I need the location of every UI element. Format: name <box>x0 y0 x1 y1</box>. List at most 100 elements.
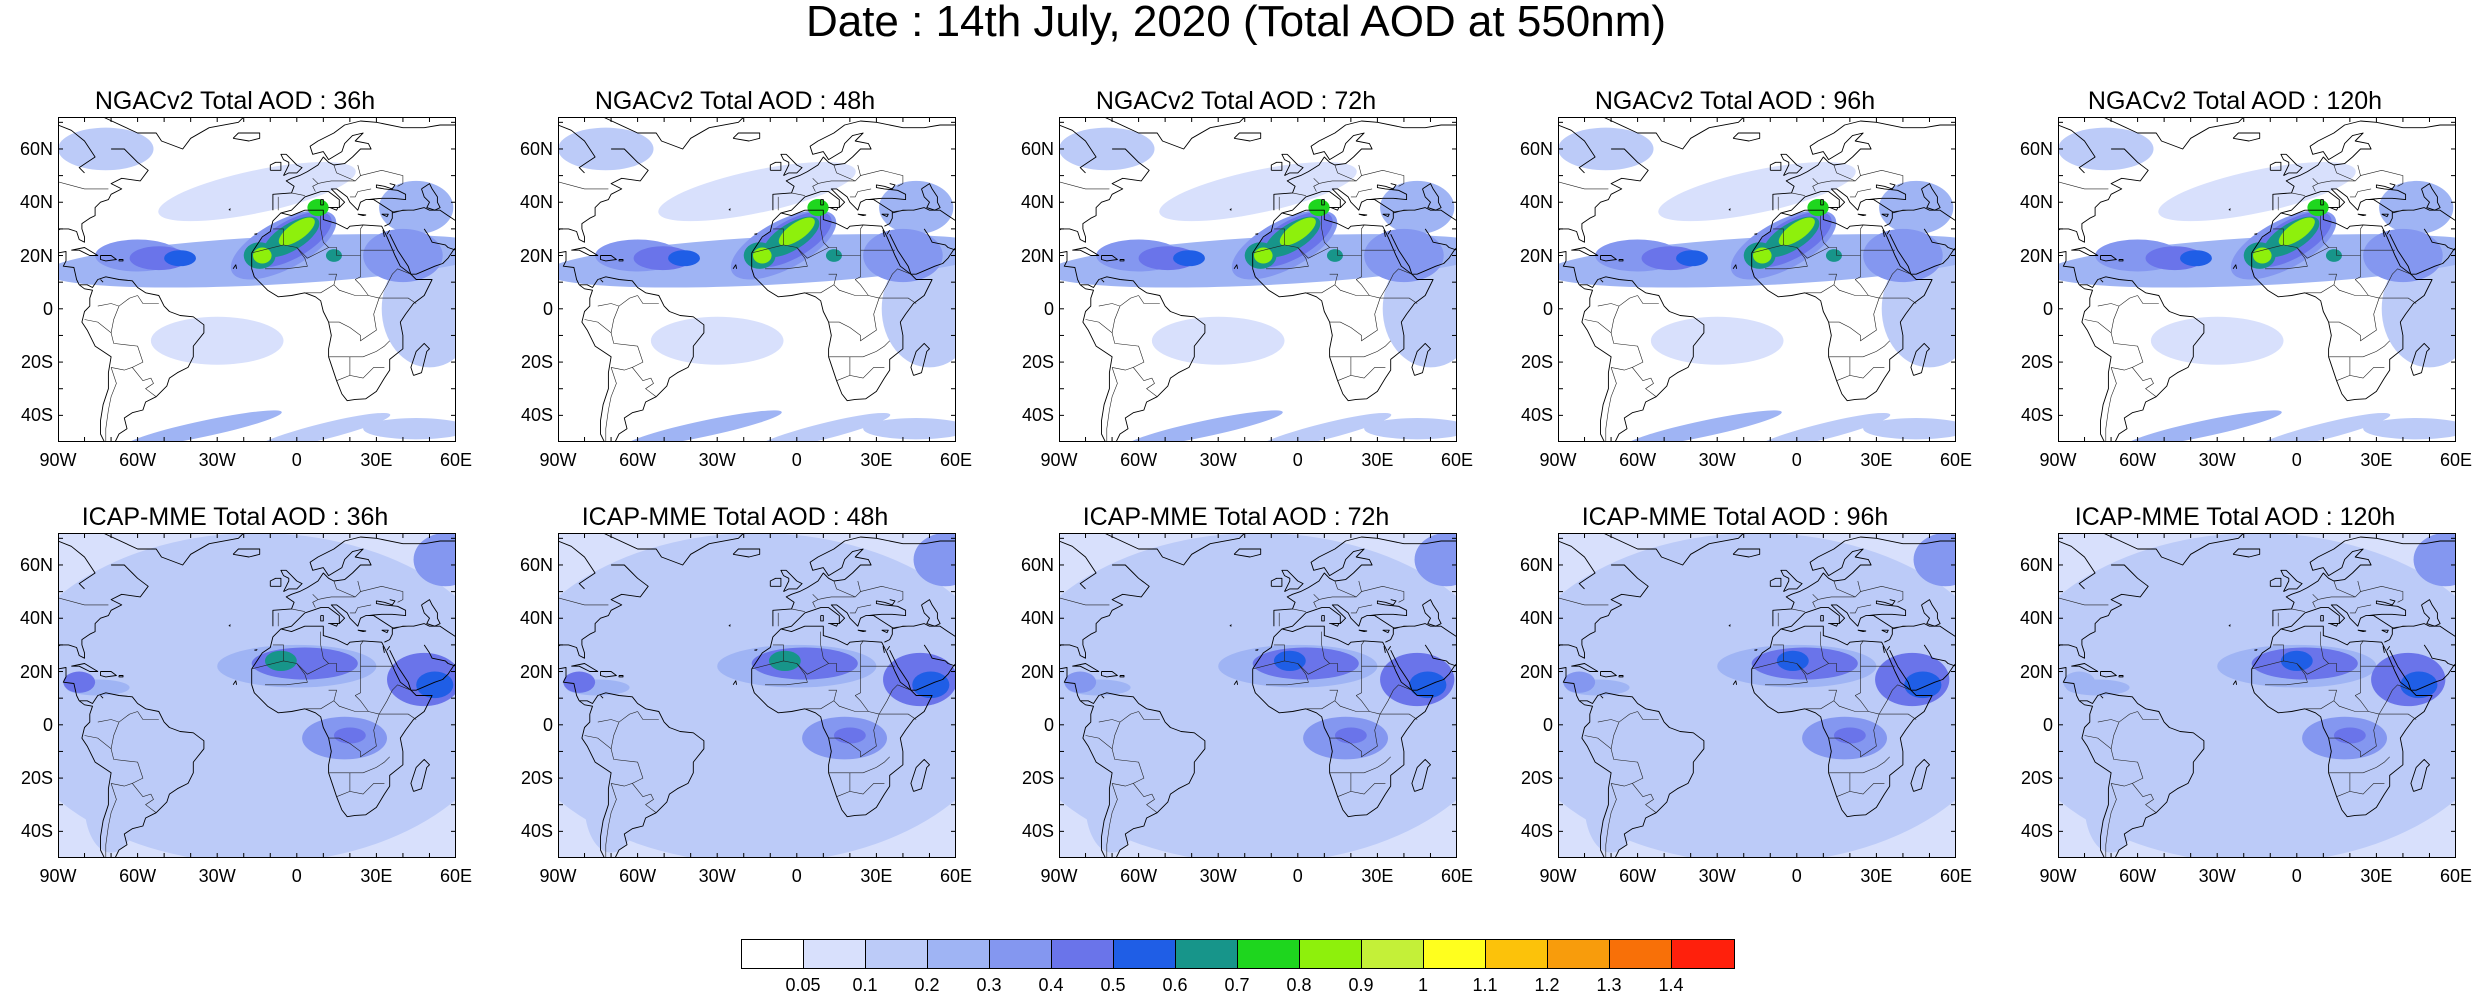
coastline <box>1229 208 1232 211</box>
coastline <box>1600 695 1604 699</box>
country-border <box>360 640 364 672</box>
aod-contour-patch <box>1807 199 1829 217</box>
coastline <box>2272 536 2456 627</box>
coastline <box>1229 624 1232 627</box>
coastline <box>728 624 731 627</box>
lon-tick-label: 0 <box>1292 450 1303 470</box>
coastline <box>1618 259 1624 262</box>
aod-field-map <box>58 533 456 858</box>
country-border <box>2328 297 2417 342</box>
country-border <box>1878 268 1912 299</box>
lon-tick-label: 90W <box>1539 450 1577 470</box>
coastline <box>558 564 649 659</box>
country-border <box>828 689 880 715</box>
lat-tick-label: 0 <box>42 714 53 735</box>
coastline <box>1881 213 1889 218</box>
coastline <box>58 148 149 243</box>
country-border <box>1111 721 1121 749</box>
lat-tick-label: 20S <box>1021 352 1054 373</box>
panel-title: ICAP-MME Total AOD : 96h <box>1581 503 1889 531</box>
aod-contour-patch <box>1308 199 1330 217</box>
coastline <box>102 117 245 150</box>
coastline <box>100 279 104 283</box>
country-border <box>2349 340 2390 358</box>
coastline <box>780 604 893 643</box>
country-border <box>1337 375 1352 381</box>
coastline <box>386 645 391 651</box>
coastline <box>58 124 96 174</box>
country-border <box>1361 224 1365 256</box>
country-border <box>1833 164 1856 182</box>
coastline <box>2410 758 2430 792</box>
aod-contour-patch <box>256 412 391 442</box>
lon-tick-label: 30E <box>360 450 393 470</box>
panel-title: NGACv2 Total AOD : 72h <box>1095 87 1377 115</box>
coastline <box>1921 183 1941 211</box>
aod-contour-patch <box>1650 316 1784 365</box>
coastline <box>2058 124 2096 174</box>
aod-contour-patch <box>379 180 454 235</box>
coastline <box>228 624 231 627</box>
country-border <box>1321 631 1330 664</box>
coastline <box>2423 644 2456 667</box>
panel-title: ICAP-MME Total AOD : 120h <box>2074 503 2396 531</box>
country-border <box>2336 375 2351 381</box>
country-border <box>333 580 356 598</box>
lon-tick-label: 30W <box>198 866 236 886</box>
coastline <box>1728 624 1731 627</box>
lat-tick-label: 60N <box>519 138 553 159</box>
coastline <box>1780 188 1893 227</box>
map-plot-area <box>1059 117 1457 442</box>
map-panel: ICAP-MME Total AOD : 36h 60N 40N 20N 0 20S 40S… <box>0 503 472 934</box>
coastline <box>1769 577 1782 587</box>
coastline <box>2102 533 2245 566</box>
country-border <box>1833 580 1856 598</box>
aod-contour-patch <box>584 756 638 853</box>
country-border <box>2111 367 2157 397</box>
coastline <box>100 255 117 262</box>
lon-tick-label: 60W <box>1619 450 1657 470</box>
country-border <box>111 367 157 397</box>
country-border <box>336 375 351 381</box>
coastline <box>381 213 389 218</box>
coastline <box>571 663 599 672</box>
map-plot-area <box>58 117 456 442</box>
coastline <box>1921 599 1941 627</box>
country-border <box>1337 791 1352 797</box>
lon-tick-label: 60W <box>119 450 157 470</box>
lon-tick-label: 90W <box>2039 866 2077 886</box>
coastline <box>2389 234 2456 275</box>
lon-tick-label: 90W <box>39 450 77 470</box>
panel-title: NGACv2 Total AOD : 120h <box>2087 87 2383 115</box>
lat-tick-label: 0 <box>1043 714 1054 735</box>
aod-contour-patch <box>2126 410 2282 442</box>
coastline <box>2280 569 2303 593</box>
lat-tick-label: 40N <box>519 192 553 213</box>
country-border <box>860 640 864 672</box>
coastline <box>392 623 456 638</box>
aod-contour-patch <box>650 316 784 365</box>
coastline <box>2280 188 2393 227</box>
coastline <box>1281 569 1304 593</box>
coastline <box>1103 533 1246 566</box>
colorbar-swatch <box>1052 940 1114 968</box>
coastline <box>1923 228 1956 251</box>
coastline <box>1382 629 1390 634</box>
country-border <box>2333 580 2356 598</box>
country-border <box>1849 772 1885 795</box>
country-border <box>1892 625 1914 628</box>
country-border <box>833 164 856 182</box>
coastline <box>772 536 956 627</box>
map-panel: NGACv2 Total AOD : 36h 60N 40N 20N 0 20S 40S 90… <box>0 87 472 518</box>
country-border <box>1849 756 1890 774</box>
colorbar-swatch <box>990 940 1052 968</box>
country-border <box>1313 183 1320 192</box>
country-border <box>2312 580 2361 600</box>
coastline <box>558 148 649 243</box>
coastline <box>868 183 907 201</box>
coastline <box>1101 671 1118 678</box>
coastline <box>1059 564 1150 659</box>
coastline <box>1571 247 1599 256</box>
coastline <box>368 183 407 201</box>
country-border <box>1329 297 1418 342</box>
